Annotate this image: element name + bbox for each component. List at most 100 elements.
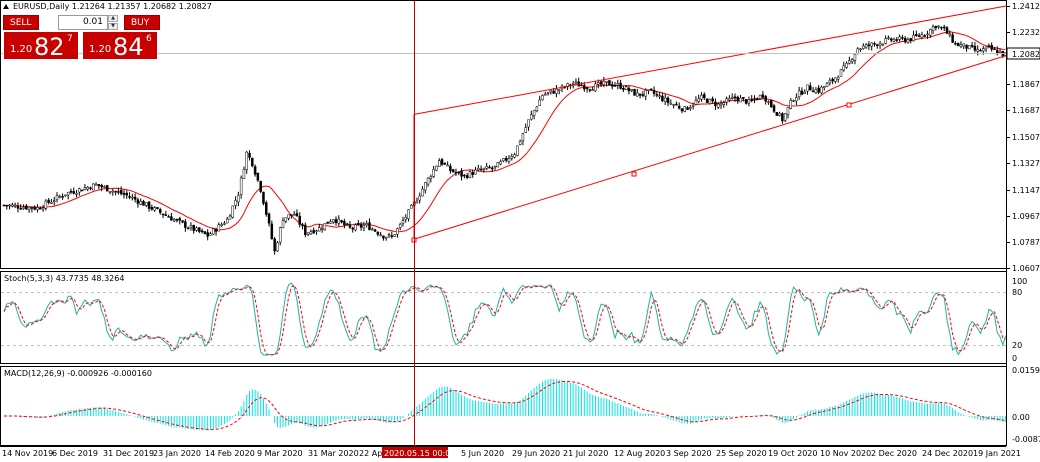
candle-body <box>705 98 709 103</box>
candle-body <box>454 171 458 174</box>
candle-body <box>920 34 924 38</box>
candle-body <box>365 223 368 226</box>
candle-body <box>145 202 148 206</box>
candle-body <box>376 232 380 235</box>
candle-body <box>234 200 237 206</box>
candle-body <box>320 228 324 230</box>
candle-body <box>923 35 926 37</box>
sell-price-prefix: 1.20 <box>10 44 33 55</box>
channel-anchor-handle[interactable] <box>846 102 852 108</box>
time-tick: 21 Jul 2020 <box>563 449 608 458</box>
candle-body <box>393 234 396 237</box>
candle-body <box>797 90 801 98</box>
candle-body <box>192 225 195 231</box>
candle-body <box>811 90 815 93</box>
candle-body <box>555 88 558 94</box>
candle-body <box>351 227 354 230</box>
candle-body <box>931 26 935 31</box>
candle-body <box>465 175 469 178</box>
candle-body <box>94 183 98 186</box>
candle-body <box>390 235 394 237</box>
candle-body <box>66 191 70 196</box>
candle-body <box>435 165 438 171</box>
candle-body <box>834 77 837 82</box>
candle-body <box>814 89 818 94</box>
candle-body <box>588 89 592 91</box>
time-tick: 31 Mar 2020 <box>308 449 359 458</box>
candle-body <box>764 96 767 102</box>
candle-body <box>460 170 463 177</box>
candle-body <box>212 228 215 235</box>
candle-body <box>982 48 985 52</box>
candle-body <box>644 90 647 97</box>
channel-upper-line[interactable] <box>413 5 1007 115</box>
candle-body <box>683 106 687 112</box>
candle-body <box>530 114 533 120</box>
candle-body <box>708 98 712 104</box>
candle-body <box>775 112 779 116</box>
candle-body <box>491 167 494 170</box>
candle-body <box>251 157 254 167</box>
candle-body <box>638 93 642 96</box>
channel-lower-line[interactable] <box>413 55 1007 240</box>
candle-body <box>315 230 318 233</box>
candle-body <box>828 80 832 83</box>
candle-body <box>362 225 366 229</box>
candle-body <box>887 37 890 39</box>
candle-body <box>725 98 728 103</box>
candle-body <box>781 113 784 122</box>
candle-body <box>398 223 402 228</box>
candle-body <box>912 34 915 42</box>
candle-body <box>521 133 525 142</box>
candle-body <box>878 43 882 46</box>
buy-price-button[interactable]: 1.20 84 6 <box>82 31 158 61</box>
candle-body <box>401 220 405 224</box>
candle-body <box>108 191 112 193</box>
candle-body <box>998 51 1002 54</box>
sell-price-button[interactable]: 1.20 82 7 <box>3 31 79 61</box>
candle-body <box>153 207 156 211</box>
time-tick: 29 Jun 2020 <box>512 449 560 458</box>
candle-body <box>803 91 806 94</box>
candle-body <box>164 214 168 216</box>
macd-label: MACD(12,26,9) -0.000926 -0.000160 <box>4 369 152 378</box>
candle-body <box>856 48 859 54</box>
candle-body <box>719 103 723 106</box>
time-tick: 3 Sep 2020 <box>666 449 712 458</box>
candle-body <box>440 159 444 165</box>
candle-body <box>792 100 795 102</box>
lot-size-input[interactable]: 0.01 <box>58 15 108 30</box>
candle-body <box>78 188 81 193</box>
candle-body <box>895 39 899 41</box>
candle-body <box>334 219 338 223</box>
time-tick: 24 Dec 2020 <box>922 449 973 458</box>
candle-body <box>641 94 645 96</box>
candle-body <box>114 190 117 193</box>
candle-body <box>742 97 745 99</box>
candle-body <box>789 100 793 109</box>
collapse-triangle-icon[interactable] <box>3 4 9 9</box>
stochastic-panel[interactable] <box>0 271 1007 364</box>
time-tick: 25 Sep 2020 <box>716 449 767 458</box>
candle-body <box>33 207 36 210</box>
candle-body <box>677 105 681 109</box>
candle-body <box>630 89 633 91</box>
candle-body <box>354 224 357 231</box>
candle-body <box>658 95 661 97</box>
lot-increase-arrow-icon[interactable]: ▲ <box>108 15 118 22</box>
candle-body <box>934 25 938 28</box>
candle-body <box>898 36 901 40</box>
sell-button[interactable]: SELL <box>3 15 39 30</box>
lot-decrease-arrow-icon[interactable]: ▼ <box>108 23 118 30</box>
candle-body <box>823 86 826 88</box>
candle-body <box>504 157 508 161</box>
candle-body <box>535 106 539 112</box>
time-axis: 14 Nov 2019 6 Dec 2019 31 Dec 2019 23 Ja… <box>0 446 1021 458</box>
candle-body <box>136 199 140 204</box>
buy-button[interactable]: BUY <box>124 15 160 30</box>
candle-body <box>371 228 374 231</box>
channel-anchor-handle[interactable] <box>631 171 637 177</box>
moving-average-line <box>3 31 1006 233</box>
main-chart-panel[interactable] <box>0 0 1007 269</box>
